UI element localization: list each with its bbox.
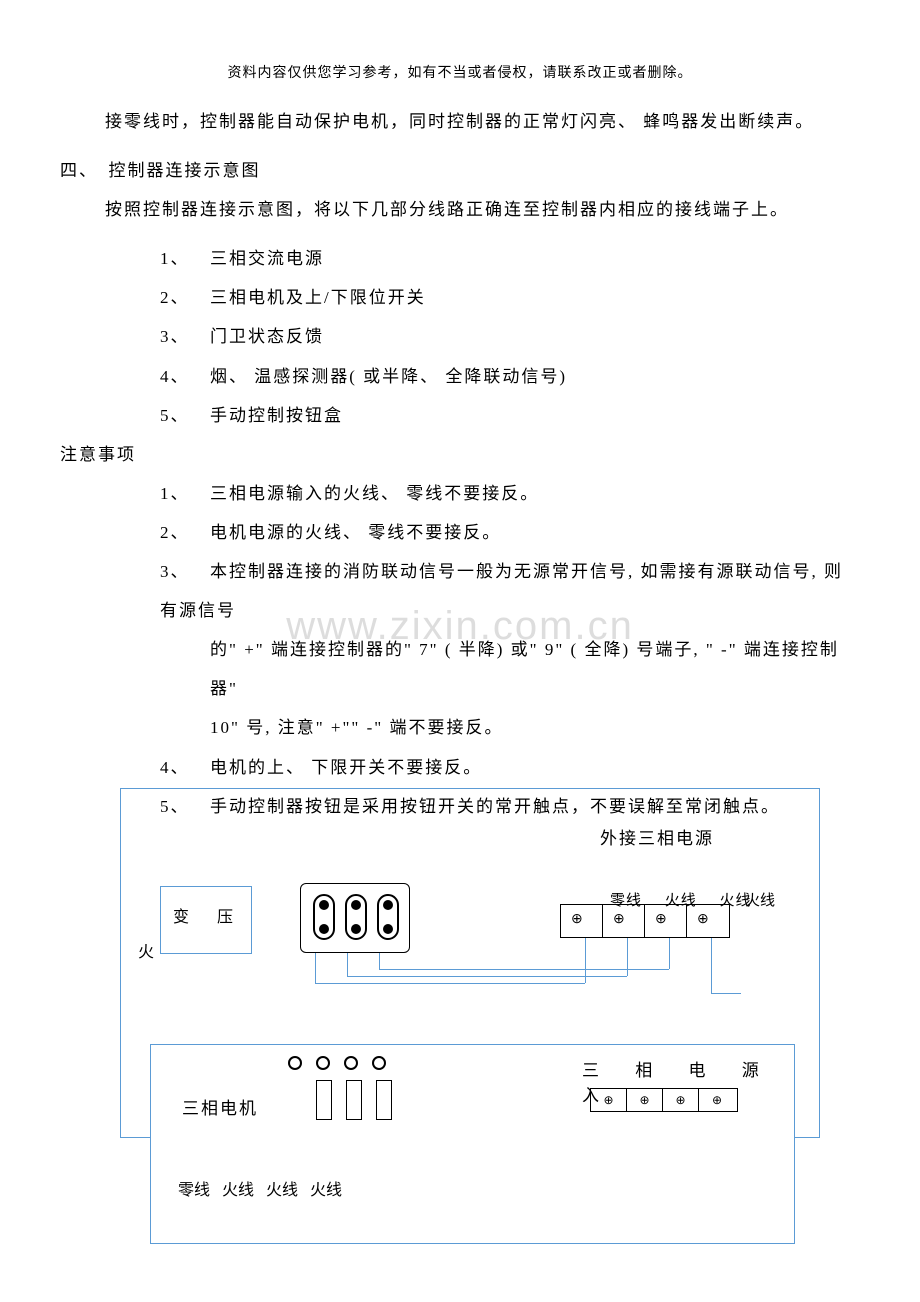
wire-line (627, 938, 628, 976)
wire-line (379, 969, 669, 970)
wire-label: 火线 (745, 889, 775, 910)
list-text: 门卫状态反馈 (210, 327, 324, 346)
terminal-circle-icon (316, 1056, 330, 1070)
wire-line (315, 953, 316, 983)
label-fire-left: 火 (138, 938, 154, 962)
list-num: 5、 (160, 396, 210, 435)
terminal-block-bottom: ⊕ ⊕ ⊕ ⊕ (590, 1088, 738, 1112)
list-num: 1、 (160, 474, 210, 513)
fuse-icon (377, 894, 399, 940)
wiring-diagram: 外接三相电源 变 压 火 零线 火线 火线 火线 三相电机 三 (120, 788, 820, 1258)
list-num: 1、 (160, 239, 210, 278)
list-text: 三相电源输入的火线、 零线不要接反。 (210, 484, 539, 503)
list-text: 三相电机及上/下限位开关 (210, 288, 426, 307)
notice-item: 1、三相电源输入的火线、 零线不要接反。 (60, 474, 860, 513)
list-text: 电机电源的火线、 零线不要接反。 (210, 523, 501, 542)
notice-item: 5、手动控制器按钮是采用按钮开关的常开触点，不要误解至常闭触点。 (60, 787, 860, 826)
wire-line (669, 938, 670, 969)
label-external-power: 外接三相电源 (600, 824, 714, 849)
terminal-slot: ⊕ (591, 1089, 627, 1111)
list-item: 3、门卫状态反馈 (60, 317, 860, 356)
list-text: 手动控制按钮盒 (210, 406, 343, 425)
terminal-slot: ⊕ (663, 1089, 699, 1111)
wire-line (315, 983, 585, 984)
section-4-intro: 按照控制器连接示意图，将以下几部分线路正确连至控制器内相应的接线端子上。 (60, 190, 860, 229)
list-item: 2、三相电机及上/下限位开关 (60, 278, 860, 317)
list-num: 4、 (160, 357, 210, 396)
fuse-block (300, 883, 410, 953)
list-text: 烟、 温感探测器( 或半降、 全降联动信号) (210, 367, 567, 386)
wire-line (711, 993, 741, 994)
notice-heading: 注意事项 (60, 435, 860, 474)
notice-item: 3、本控制器连接的消防联动信号一般为无源常开信号, 如需接有源联动信号, 则有源… (60, 552, 860, 630)
wire-label: 火线 (222, 1182, 254, 1199)
wire-label: 零线 (610, 893, 642, 909)
fuse-icon (345, 894, 367, 940)
list-item: 1、三相交流电源 (60, 239, 860, 278)
list-text: 手动控制器按钮是采用按钮开关的常开触点，不要误解至常闭触点。 (210, 797, 780, 816)
header-disclaimer: 资料内容仅供您学习参考，如有不当或者侵权，请联系改正或者删除。 (0, 0, 920, 82)
wire-label: 火线 (266, 1182, 298, 1199)
wire-line (711, 938, 712, 993)
wire-label: 火线 (310, 1182, 342, 1199)
wire-label: 火线 (665, 893, 697, 909)
list-num: 3、 (160, 552, 210, 591)
terminal-slot: ⊕ (699, 1089, 735, 1111)
list-num: 4、 (160, 748, 210, 787)
notice-item-cont: 的" +" 端连接控制器的" 7" ( 半降) 或" 9" ( 全降) 号端子,… (60, 630, 860, 708)
paragraph-intro: 接零线时，控制器能自动保护电机，同时控制器的正常灯闪亮、 蜂鸣器发出断续声。 (60, 102, 860, 141)
label-three-phase-motor: 三相电机 (182, 1094, 258, 1119)
terminal-circle-icon (288, 1056, 302, 1070)
notice-item-cont: 10" 号, 注意" +"" -" 端不要接反。 (60, 708, 860, 747)
list-text: 三相交流电源 (210, 249, 324, 268)
list-text: 本控制器连接的消防联动信号一般为无源常开信号, 如需接有源联动信号, 则有源信号 (160, 562, 843, 620)
connector-rect-icon (376, 1080, 392, 1120)
section-4-heading: 四、 控制器连接示意图 (60, 151, 860, 190)
list-item: 5、手动控制按钮盒 (60, 396, 860, 435)
list-num: 2、 (160, 278, 210, 317)
terminal-slot (561, 905, 603, 937)
transformer-box: 变 压 (160, 886, 252, 954)
notice-item: 2、电机电源的火线、 零线不要接反。 (60, 513, 860, 552)
list-item: 4、烟、 温感探测器( 或半降、 全降联动信号) (60, 357, 860, 396)
list-num: 5、 (160, 787, 210, 826)
transformer-label: 变 压 (173, 909, 239, 926)
wire-line (347, 953, 348, 976)
list-num: 2、 (160, 513, 210, 552)
wire-line (585, 938, 586, 983)
terminal-slot: ⊕ (627, 1089, 663, 1111)
terminal-circles (288, 1056, 396, 1075)
bottom-wire-labels: 零线 火线 火线 火线 (178, 1176, 350, 1200)
terminal-circle-icon (344, 1056, 358, 1070)
wire-line (379, 953, 380, 969)
list-num: 3、 (160, 317, 210, 356)
document-body: 接零线时，控制器能自动保护电机，同时控制器的正常灯闪亮、 蜂鸣器发出断续声。 四… (0, 82, 920, 826)
terminal-circle-icon (372, 1056, 386, 1070)
notice-item: 4、电机的上、 下限开关不要接反。 (60, 748, 860, 787)
connector-rect-icon (316, 1080, 332, 1120)
wire-label: 零线 (178, 1182, 210, 1199)
fuse-icon (313, 894, 335, 940)
list-text: 电机的上、 下限开关不要接反。 (210, 758, 482, 777)
connector-rect-icon (346, 1080, 362, 1120)
